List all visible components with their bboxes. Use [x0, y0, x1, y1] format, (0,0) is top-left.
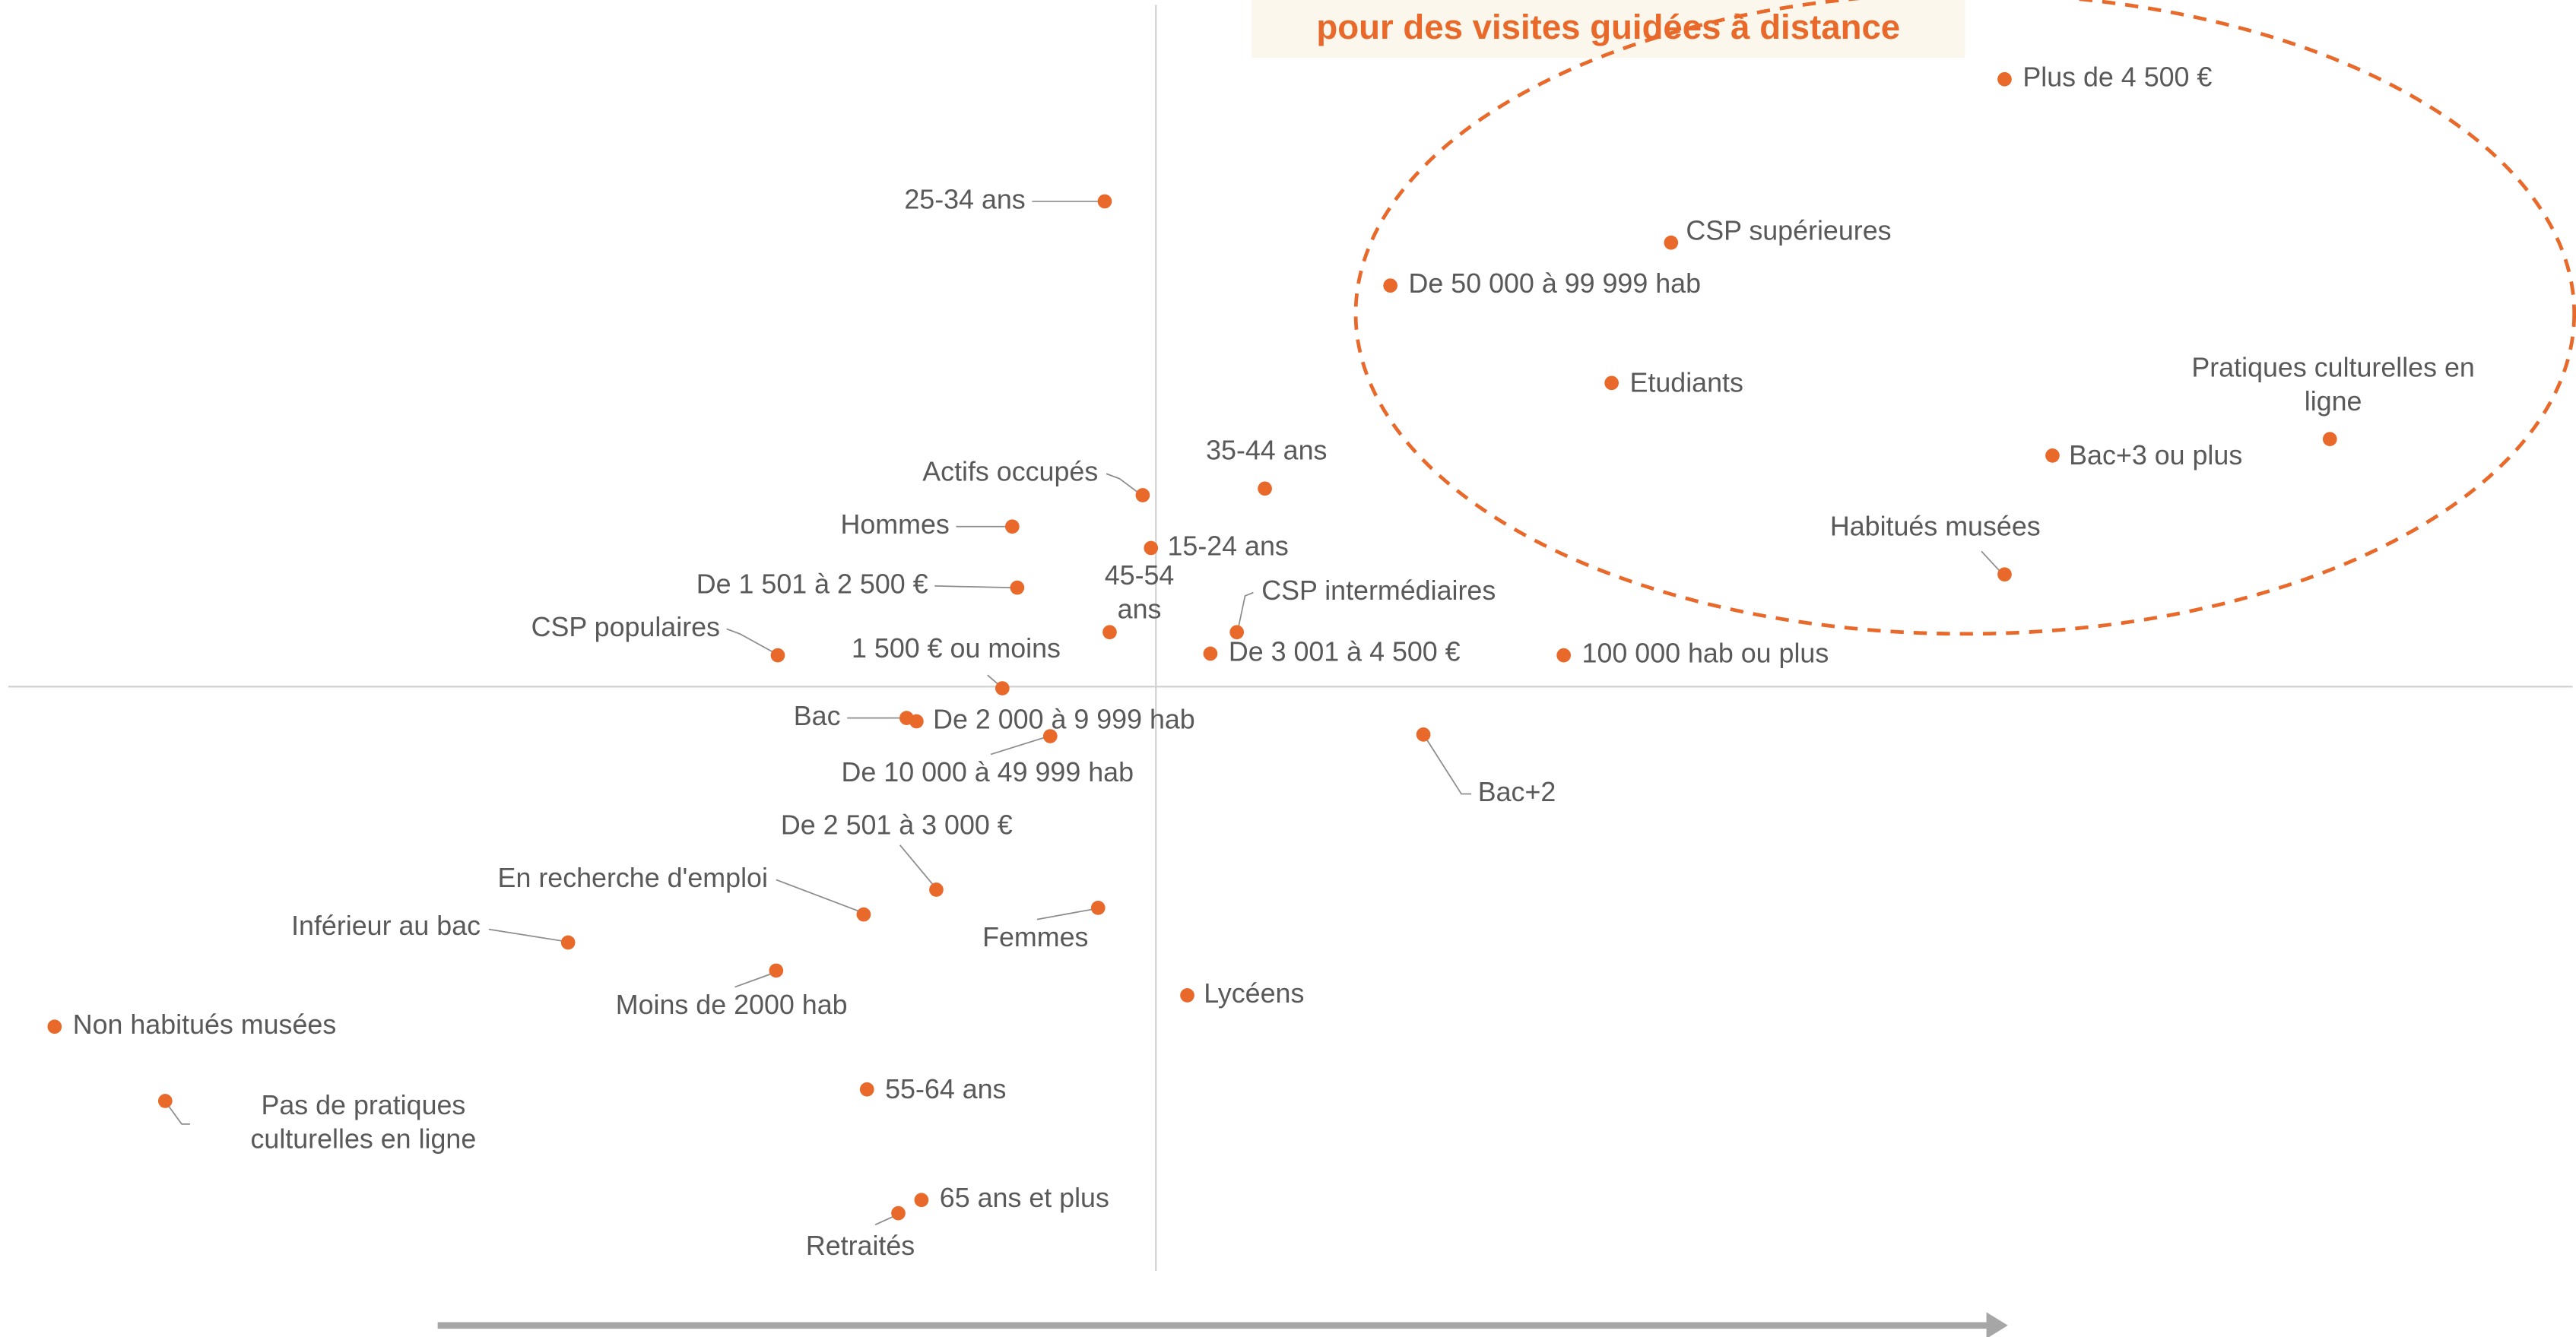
leader-line	[899, 844, 934, 886]
point	[1005, 519, 1020, 534]
point	[1090, 901, 1106, 915]
point-label: Bac+2	[1478, 777, 1556, 807]
leader-line	[874, 1215, 894, 1226]
point-label: 100 000 hab ou plus	[1582, 638, 1829, 669]
leader-line	[1106, 473, 1140, 495]
leader-line	[734, 973, 772, 988]
point-label: De 10 000 à 49 999 hab	[842, 757, 1134, 787]
leader-line	[776, 879, 859, 912]
leader-line	[934, 585, 1011, 588]
point-label: 45-54 ans	[1105, 561, 1175, 626]
point	[1258, 481, 1272, 496]
point-label: 55-64 ans	[885, 1074, 1006, 1104]
point-label: 1 500 € ou moins	[852, 633, 1061, 664]
title-box	[1252, 0, 1965, 59]
point-label: CSP intermédiaires	[1261, 575, 1496, 606]
point-label: De 1 501 à 2 500 €	[696, 569, 928, 599]
leader-line	[1426, 739, 1472, 795]
point-label: Inférieur au bac	[291, 911, 481, 941]
point	[929, 882, 944, 897]
point	[2322, 432, 2337, 446]
point-label: Bac	[794, 701, 841, 731]
leader-line	[987, 674, 1000, 686]
leader-line	[990, 737, 1044, 756]
point-label: Actifs occupés	[922, 457, 1098, 487]
point	[1664, 235, 1679, 250]
point-label: 25-34 ans	[904, 184, 1025, 214]
point	[2045, 448, 2060, 463]
point-label: Lycéens	[1204, 978, 1304, 1009]
chart-title: pour des visites guidées à distance	[1316, 8, 1900, 46]
point-label: Pas de pratiques culturelles en ligne	[251, 1091, 477, 1155]
point-label: 35-44 ans	[1206, 435, 1327, 465]
point-label: Pratiques culturelles en ligne	[2191, 353, 2474, 417]
point-label: De 50 000 à 99 999 hab	[1409, 268, 1701, 299]
point	[1102, 625, 1117, 640]
leader-line	[1981, 550, 2002, 574]
highlight-ellipse	[1353, 0, 2576, 636]
point	[769, 963, 784, 978]
point	[1997, 567, 2012, 582]
point	[1229, 625, 1245, 640]
point-label: 65 ans et plus	[940, 1183, 1109, 1213]
point-label: De 3 001 à 4 500 €	[1229, 636, 1461, 667]
point-label: Hommes	[840, 509, 949, 540]
point	[1203, 646, 1218, 661]
point	[1135, 488, 1150, 502]
leader-line	[1036, 908, 1092, 920]
point	[157, 1094, 173, 1108]
point-label: Bac+3 ou plus	[2069, 440, 2242, 470]
point-label: De 2 000 à 9 999 hab	[933, 704, 1195, 734]
arrow-head	[1986, 1312, 2008, 1337]
point	[770, 648, 785, 663]
point-label: Non habitués musées	[73, 1009, 337, 1040]
point	[1383, 278, 1397, 293]
point-label: En recherche d'emploi	[498, 863, 768, 893]
point-label: Habitués musées	[1830, 511, 2041, 541]
point-label: CSP supérieures	[1686, 216, 1891, 246]
point-label: CSP populaires	[531, 612, 720, 642]
point	[1144, 540, 1159, 556]
point-label: Etudiants	[1630, 367, 1743, 398]
point	[1097, 194, 1112, 209]
point-label: Retraités	[806, 1231, 915, 1261]
point	[859, 1082, 874, 1097]
point	[1042, 729, 1058, 743]
point	[909, 714, 924, 729]
point-label: Femmes	[982, 922, 1088, 952]
point	[1997, 71, 2012, 87]
point	[891, 1206, 906, 1221]
leader-line	[1238, 591, 1254, 628]
point	[560, 935, 576, 950]
point	[1010, 580, 1025, 595]
point	[1604, 375, 1619, 391]
point-label: Plus de 4 500 €	[2022, 62, 2212, 93]
point-label: Moins de 2000 hab	[616, 990, 848, 1020]
point	[914, 1193, 929, 1208]
point	[995, 681, 1010, 695]
leader-line	[488, 928, 562, 942]
point	[47, 1019, 62, 1034]
point	[1416, 727, 1431, 742]
leader-line	[726, 628, 773, 653]
point-label: 15-24 ans	[1167, 531, 1288, 561]
point	[1180, 988, 1194, 1003]
point-label: De 2 501 à 3 000 €	[781, 809, 1013, 840]
point	[1556, 648, 1571, 663]
point	[856, 907, 871, 922]
leader-line	[167, 1105, 190, 1125]
